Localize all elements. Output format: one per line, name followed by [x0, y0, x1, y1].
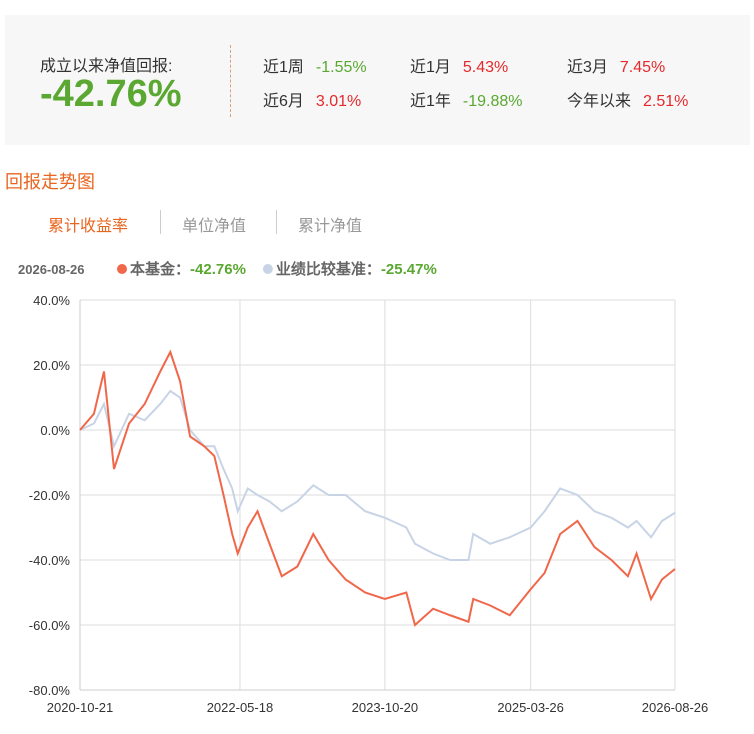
summary-panel: 成立以来净值回报: -42.76% 近1周 -1.55% 近1月 5.43% 近3月 7.…: [5, 15, 750, 145]
tab[interactable]: 累计净值: [298, 218, 363, 235]
y-tick-label: -80.0%: [29, 683, 71, 698]
stat-label: 近1年: [410, 93, 451, 110]
stat-value: -1.55%: [315, 59, 367, 76]
stat: 近1周 -1.55%: [263, 53, 367, 77]
stat: 今年以来 2.51%: [567, 87, 688, 111]
x-tick-label: 2026-08-26: [642, 700, 709, 715]
stat-value: 3.01%: [315, 93, 362, 110]
legend-separator: ：: [175, 261, 190, 278]
chart: 2026-08-26 本基金： -42.76% 业绩比较基准： -25.47%-80.0…: [18, 260, 709, 715]
series-line: [79, 389, 676, 561]
stat-label: 近1月: [410, 59, 451, 76]
tab[interactable]: 单位净值: [182, 218, 247, 235]
stat: 近1年 -19.88%: [410, 87, 523, 111]
y-tick-label: -60.0%: [29, 618, 71, 633]
y-tick-label: -20.0%: [29, 488, 71, 503]
summary-value: -42.76%: [40, 73, 182, 115]
legend-value: -42.76%: [190, 261, 246, 278]
series-line: [79, 349, 676, 627]
legend-marker: [262, 264, 273, 274]
stat: 近1月 5.43%: [410, 53, 508, 77]
legend-value: -25.47%: [381, 261, 437, 278]
legend-name: 本基金: [130, 260, 176, 278]
y-tick-label: 20.0%: [33, 358, 70, 373]
stat: 近6月 3.01%: [263, 87, 361, 111]
stat-label: 近3月: [567, 59, 608, 76]
tab-separator: [160, 210, 161, 234]
x-tick-label: 2022-05-18: [207, 700, 274, 715]
legend-date: 2026-08-26: [18, 262, 85, 277]
summary-label: 成立以来净值回报:: [40, 58, 173, 75]
tab[interactable]: 累计收益率: [48, 218, 129, 235]
legend-name: 业绩比较基准: [276, 260, 366, 278]
stat-label: 近6月: [263, 93, 304, 110]
stat-label: 近1周: [263, 59, 304, 76]
tab-separator: [276, 210, 277, 234]
section-title: 回报走势图: [5, 172, 95, 192]
stat-value: 5.43%: [462, 59, 509, 76]
x-tick-label: 2020-10-21: [47, 700, 114, 715]
y-tick-label: -40.0%: [29, 553, 71, 568]
stat-value: -19.88%: [462, 93, 523, 110]
y-tick-label: 40.0%: [33, 293, 70, 308]
stat-value: 7.45%: [619, 59, 666, 76]
stat-value: 2.51%: [643, 93, 689, 110]
stat: 近3月 7.45%: [567, 53, 665, 77]
stat-label: 今年以来: [567, 93, 632, 110]
y-tick-label: 0.0%: [40, 423, 70, 438]
divider: [230, 45, 231, 117]
x-tick-label: 2025-03-26: [497, 700, 564, 715]
x-tick-label: 2023-10-20: [352, 700, 419, 715]
legend-separator: ：: [366, 261, 381, 278]
legend-marker: [117, 264, 127, 274]
